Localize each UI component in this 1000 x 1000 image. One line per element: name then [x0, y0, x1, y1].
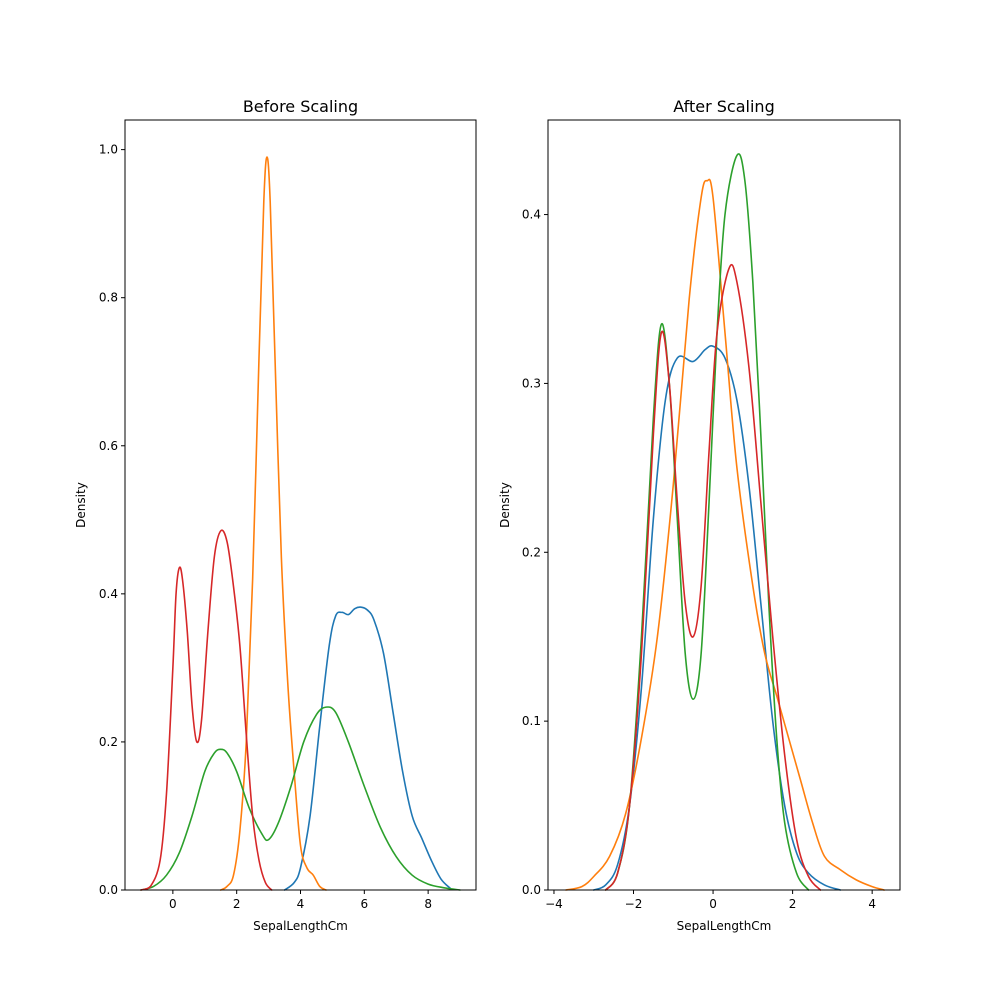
after-scaling-title: After Scaling [673, 97, 774, 116]
after-scaling-x-tick-label: 2 [789, 897, 797, 911]
before-scaling-y-tick-label: 0.2 [99, 735, 118, 749]
before-scaling-y-tick-label: 1.0 [99, 143, 118, 157]
after-scaling-density-curve-1 [592, 345, 842, 891]
after-scaling-density-curve-3 [604, 153, 810, 891]
before-scaling-density-curve-3 [140, 706, 461, 891]
after-scaling-x-tick-label: 0 [709, 897, 717, 911]
after-scaling-x-tick-label: 4 [868, 897, 876, 911]
after-scaling-x-tick-label: −2 [625, 897, 643, 911]
before-scaling-y-tick-label: 0.6 [99, 439, 118, 453]
after-scaling-plot-area [565, 153, 885, 891]
after-scaling-x-axis-label: SepalLengthCm [677, 919, 772, 933]
before-scaling-y-tick-label: 0.0 [99, 883, 118, 897]
before-scaling-density-curve-1 [283, 606, 452, 891]
after-scaling-density-curve-2 [565, 178, 885, 891]
before-scaling-x-tick-label: 0 [169, 897, 177, 911]
before-scaling-x-tick-label: 8 [424, 897, 432, 911]
before-scaling-x-tick-label: 2 [233, 897, 241, 911]
after-scaling-x-tick-label: −4 [545, 897, 563, 911]
after-scaling-y-tick-label: 0.1 [522, 714, 541, 728]
before-scaling-panel: Before Scaling SepalLengthCm Density 0 2 4… [74, 97, 477, 933]
before-scaling-y-axis-label: Density [74, 482, 88, 528]
before-scaling-density-curve-4 [140, 529, 273, 891]
after-scaling-y-tick-label: 0.4 [522, 208, 541, 222]
before-scaling-x-tick-label: 4 [297, 897, 305, 911]
after-scaling-y-axis-label: Density [498, 482, 512, 528]
after-scaling-density-curve-4 [604, 264, 822, 891]
after-scaling-y-tick-label: 0.3 [522, 376, 541, 390]
before-scaling-y-tick-label: 0.8 [99, 291, 118, 305]
before-scaling-x-tick-label: 6 [360, 897, 368, 911]
after-scaling-y-tick-label: 0.2 [522, 545, 541, 559]
before-scaling-plot-area [140, 156, 461, 891]
after-scaling-axes-frame [547, 119, 901, 891]
after-scaling-y-tick-label: 0.0 [522, 883, 541, 897]
before-scaling-x-axis-label: SepalLengthCm [253, 919, 348, 933]
before-scaling-title: Before Scaling [243, 97, 358, 116]
before-scaling-y-tick-label: 0.4 [99, 587, 118, 601]
after-scaling-panel: After Scaling SepalLengthCm Density −4 −2… [498, 97, 901, 933]
